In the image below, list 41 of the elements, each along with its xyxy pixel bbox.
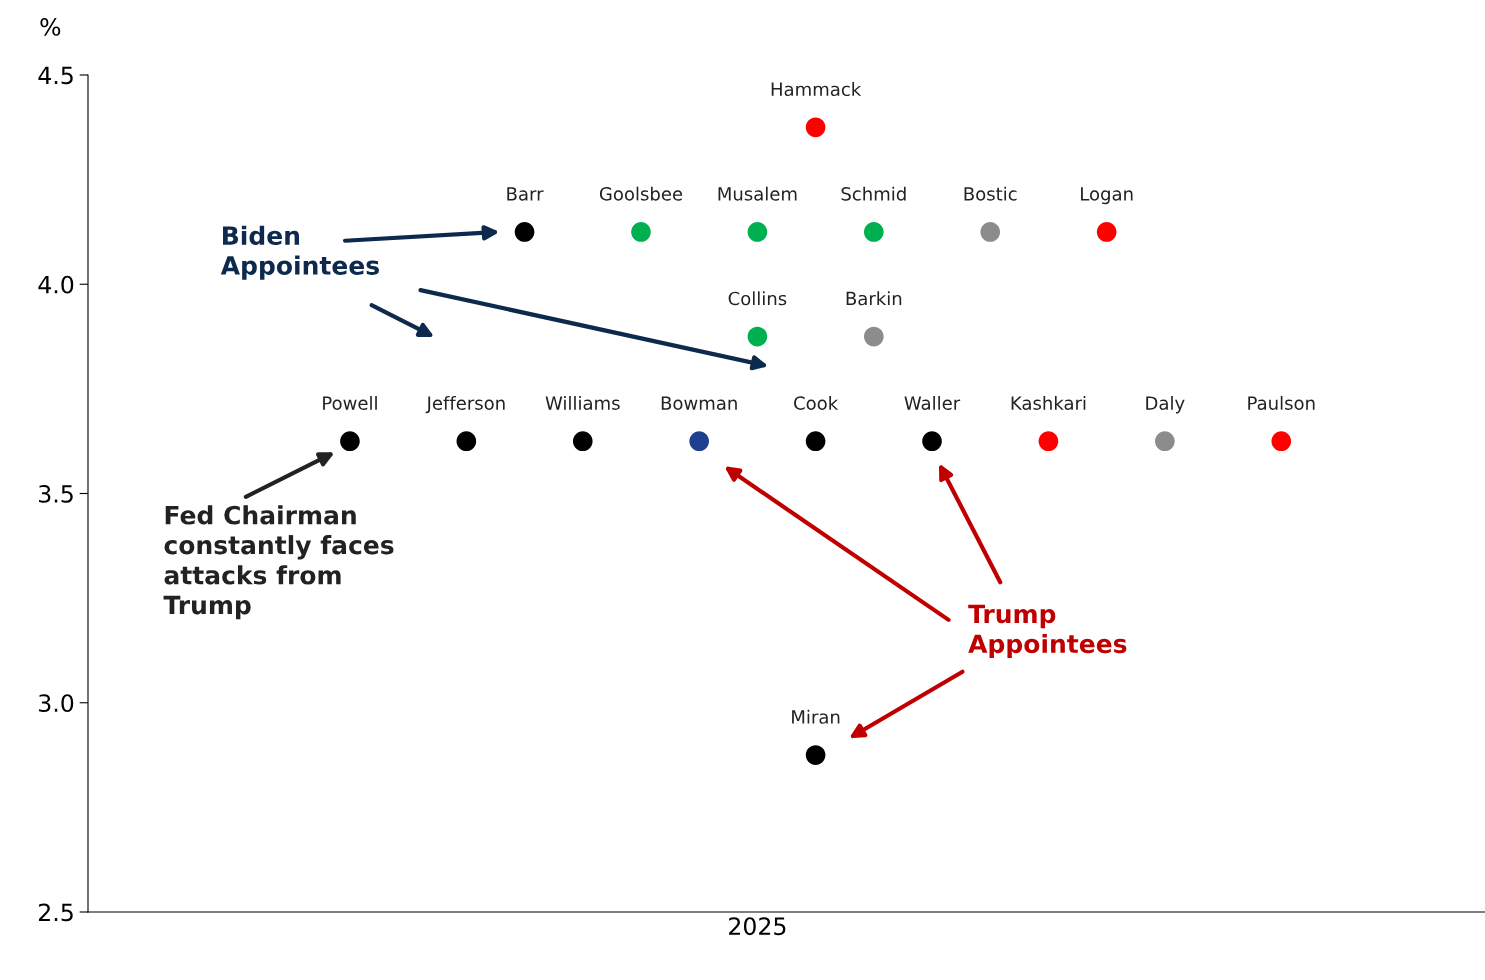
point	[689, 431, 710, 452]
point	[805, 431, 826, 452]
data-label: Waller	[904, 395, 961, 410]
annotation: Biden Appointees	[220, 225, 379, 280]
point	[747, 222, 768, 242]
y-tick-label: 3.5	[39, 484, 73, 503]
y-tick-label: 3.0	[39, 694, 74, 713]
y-tick-label: 4.5	[38, 66, 73, 85]
data-label: Paulson	[1248, 395, 1315, 410]
data-label: Collins	[728, 291, 787, 306]
data-label: Powell	[323, 395, 377, 410]
point	[863, 222, 884, 242]
point	[805, 117, 826, 138]
point	[863, 326, 884, 347]
data-label: Musalem	[718, 186, 797, 201]
data-label: Barkin	[846, 291, 902, 306]
point	[805, 745, 826, 765]
data-label: Goolsbee	[599, 186, 683, 201]
data-label: Kashkari	[1011, 395, 1086, 410]
point	[572, 431, 593, 452]
data-label: Miran	[792, 709, 840, 724]
x-tick-label: 2025	[729, 917, 786, 936]
data-label: Hammack	[771, 82, 862, 97]
data-label: Williams	[545, 395, 620, 410]
y-tick-label: 4.0	[38, 275, 74, 294]
point	[340, 431, 360, 452]
annotation: Fed Chairman constantly faces attacks from Trump	[163, 505, 394, 620]
point	[456, 431, 477, 452]
point	[631, 222, 651, 242]
data-label: Jefferson	[425, 395, 505, 414]
annotation: Trump Appointees	[968, 604, 1127, 659]
data-label: Schmid	[841, 186, 906, 201]
point	[922, 431, 942, 452]
data-label: Cook	[794, 395, 839, 410]
data-label: Bostic	[964, 186, 1017, 201]
y-axis-title: %	[40, 17, 61, 36]
data-label: Logan	[1081, 187, 1133, 205]
data-label: Daly	[1146, 395, 1185, 414]
y-tick-label: 2.5	[38, 903, 73, 922]
data-label: Bowman	[661, 396, 737, 410]
data-label: Barr	[507, 187, 544, 201]
